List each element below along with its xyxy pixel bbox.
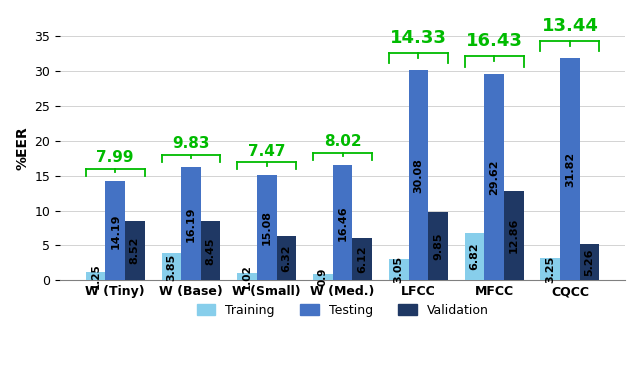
Text: 16.46: 16.46 — [337, 205, 348, 241]
Bar — [484, 74, 504, 280]
Text: 8.45: 8.45 — [205, 237, 216, 265]
Bar — [125, 221, 145, 280]
Text: 0.9: 0.9 — [318, 268, 328, 286]
Bar — [389, 259, 408, 280]
Bar — [237, 273, 257, 280]
Text: 16.19: 16.19 — [186, 206, 196, 242]
Text: 3.05: 3.05 — [394, 256, 404, 283]
Bar — [333, 165, 353, 280]
Text: 30.08: 30.08 — [413, 158, 423, 193]
Bar — [257, 175, 276, 280]
Bar — [541, 258, 560, 280]
Bar — [106, 181, 125, 280]
Bar — [353, 238, 372, 280]
Text: 5.26: 5.26 — [584, 248, 595, 276]
Text: 3.85: 3.85 — [166, 253, 177, 280]
Text: 14.19: 14.19 — [110, 213, 120, 249]
Text: 7.47: 7.47 — [248, 144, 285, 159]
Legend: Training, Testing, Validation: Training, Testing, Validation — [192, 299, 493, 322]
Bar — [276, 236, 296, 280]
Text: 6.32: 6.32 — [282, 245, 291, 272]
Bar — [408, 70, 428, 280]
Text: 9.85: 9.85 — [433, 232, 443, 260]
Text: 31.82: 31.82 — [565, 152, 575, 187]
Text: 8.52: 8.52 — [130, 237, 140, 264]
Text: 3.25: 3.25 — [545, 255, 556, 283]
Text: 12.86: 12.86 — [509, 218, 519, 253]
Y-axis label: %EER: %EER — [15, 126, 29, 169]
Text: 15.08: 15.08 — [262, 210, 272, 245]
Text: 13.44: 13.44 — [541, 17, 598, 35]
Bar — [86, 272, 106, 280]
Text: 7.99: 7.99 — [97, 150, 134, 165]
Text: 14.33: 14.33 — [390, 29, 447, 47]
Bar — [428, 212, 448, 280]
Text: 9.83: 9.83 — [172, 136, 210, 151]
Bar — [313, 274, 333, 280]
Text: 6.82: 6.82 — [470, 243, 479, 270]
Bar — [504, 191, 524, 280]
Text: 16.43: 16.43 — [466, 33, 523, 50]
Text: 6.12: 6.12 — [357, 245, 367, 273]
Bar — [162, 253, 181, 280]
Text: 1.25: 1.25 — [91, 263, 100, 289]
Text: 8.02: 8.02 — [324, 134, 362, 149]
Text: 29.62: 29.62 — [489, 159, 499, 195]
Bar — [465, 233, 484, 280]
Bar — [560, 58, 580, 280]
Text: 1.02: 1.02 — [242, 264, 252, 290]
Bar — [580, 243, 599, 280]
Bar — [201, 221, 220, 280]
Bar — [181, 167, 201, 280]
